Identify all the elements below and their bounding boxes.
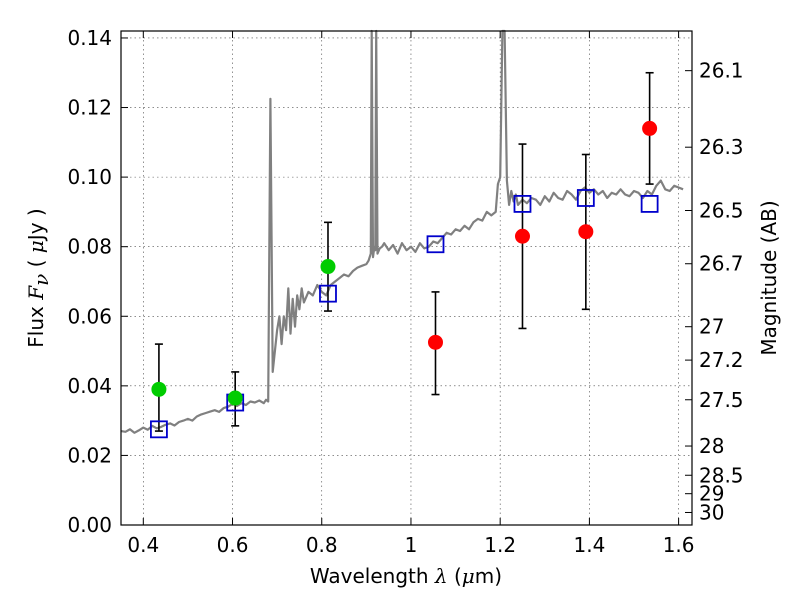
x-tick-label: 1.4 [573,533,605,557]
measurement-point [514,228,530,244]
y-axis-label: Flux Fν ( μJy ) [24,208,53,347]
y-tick-label: 0.08 [67,235,112,259]
y-tick-label: 0.14 [67,26,112,50]
detection-point [320,259,336,275]
markers [150,120,659,439]
spectrum-line [120,29,684,434]
y2-axis-label: Magnitude (AB) [757,200,781,355]
y2-tick-label: 27 [699,315,724,339]
y2-tick-label: 26.5 [699,199,744,223]
y2-tick-label: 29 [699,482,724,506]
y-tick-label: 0.06 [67,304,112,328]
model-photometry-point [426,235,445,254]
x-axis-label: Wavelength λ (μm) [310,564,502,588]
model-photometry-point [319,284,337,303]
measurement-point [642,120,658,136]
x-tick-label: 0.8 [306,533,338,557]
y-tick-label: 0.00 [67,513,112,537]
y2-tick-label: 26.3 [699,135,744,159]
x-tick-label: 0.6 [217,533,249,557]
y-axis: 0.00 0.02 0.04 0.06 0.08 0.10 0.12 0.14 [67,26,128,537]
model-photometry-point [150,420,168,439]
detection-point [227,390,243,406]
y2-tick-label: 27.2 [699,348,744,372]
model-photometry-point [576,189,595,207]
x-tick-label: 1.6 [663,533,695,557]
y2-tick-label: 27.5 [699,388,744,412]
error-bars [154,71,654,432]
model-photometry-point [513,194,532,213]
y-tick-label: 0.12 [67,96,112,120]
detection-point [151,381,167,397]
y2-tick-label: 26.1 [699,59,744,83]
model-spectrum [120,29,684,434]
measurement-point [578,224,594,240]
x-axis-label-symbol: λ [434,564,448,588]
x-axis: 0.4 0.6 0.8 1 1.2 1.4 1.6 [127,31,695,557]
grid [121,31,692,526]
y2-tick-label: 28.5 [699,463,744,487]
y-tick-label: 0.04 [67,374,112,398]
x-tick-label: 0.4 [127,533,159,557]
model-photometry-point [640,194,659,213]
y-axis-label-symbol: F [24,285,48,301]
x-tick-label: 1.2 [484,533,516,557]
y-tick-label: 0.02 [67,443,112,467]
y2-tick-label: 26.7 [699,252,744,276]
x-tick-label: 1 [405,533,418,557]
y-tick-label: 0.10 [67,165,112,189]
y-axis-label-subscript: ν [29,274,53,286]
plot-frame [120,30,693,526]
measurement-point [427,334,443,350]
y2-tick-label: 30 [699,500,724,524]
y2-tick-label: 28 [699,434,724,458]
